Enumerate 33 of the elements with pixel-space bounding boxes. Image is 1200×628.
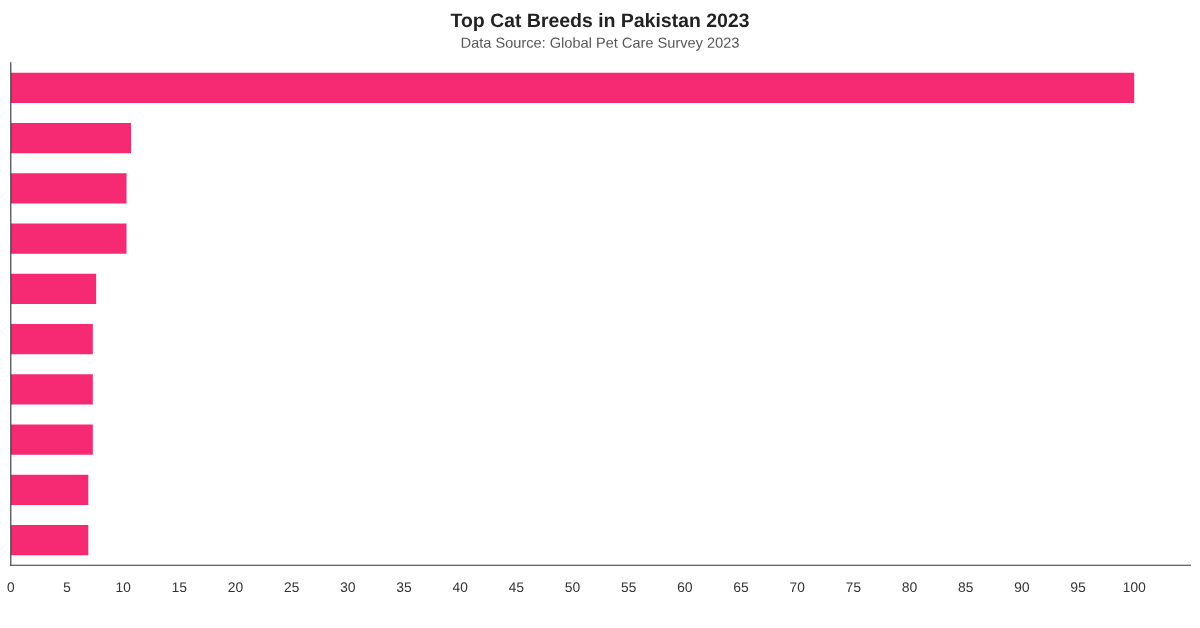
- x-tick-label: 35: [396, 582, 412, 593]
- bar: [10, 474, 89, 505]
- bar: [10, 374, 93, 405]
- bar: [10, 173, 127, 204]
- x-tick-label: 55: [621, 582, 636, 593]
- x-tick-label: 80: [902, 582, 917, 593]
- x-tick-label: 90: [1014, 582, 1030, 593]
- bar: [10, 525, 89, 556]
- x-tick-label: 5: [63, 582, 71, 593]
- x-tick-label: 70: [790, 582, 805, 593]
- bar: [10, 424, 93, 455]
- x-tick-label: 20: [228, 582, 243, 593]
- x-tick-label: 85: [958, 582, 973, 593]
- x-tick-label: 45: [508, 582, 524, 593]
- x-tick-label: 15: [172, 582, 187, 593]
- chart-subtitle: Data Source: Global Pet Care Survey 2023: [461, 37, 739, 51]
- bar: [10, 324, 93, 355]
- x-tick-label: 60: [677, 582, 693, 593]
- chart-title: Top Cat Breeds in Pakistan 2023: [450, 12, 749, 32]
- bar: [10, 223, 127, 254]
- x-tick-label: 100: [1123, 582, 1146, 593]
- bar: [10, 123, 132, 154]
- x-tick-label: 95: [1070, 582, 1086, 593]
- x-tick-label: 65: [734, 582, 749, 593]
- x-tick-label: 30: [340, 582, 356, 593]
- bar: [10, 273, 97, 304]
- x-tick-label: 40: [452, 582, 468, 593]
- x-tick-label: 0: [7, 582, 15, 593]
- x-tick-label: 75: [846, 582, 861, 593]
- x-tick-label: 10: [116, 582, 131, 593]
- x-tick-label: 50: [565, 582, 580, 593]
- x-tick-label: 25: [284, 582, 299, 593]
- bar: [10, 72, 1135, 103]
